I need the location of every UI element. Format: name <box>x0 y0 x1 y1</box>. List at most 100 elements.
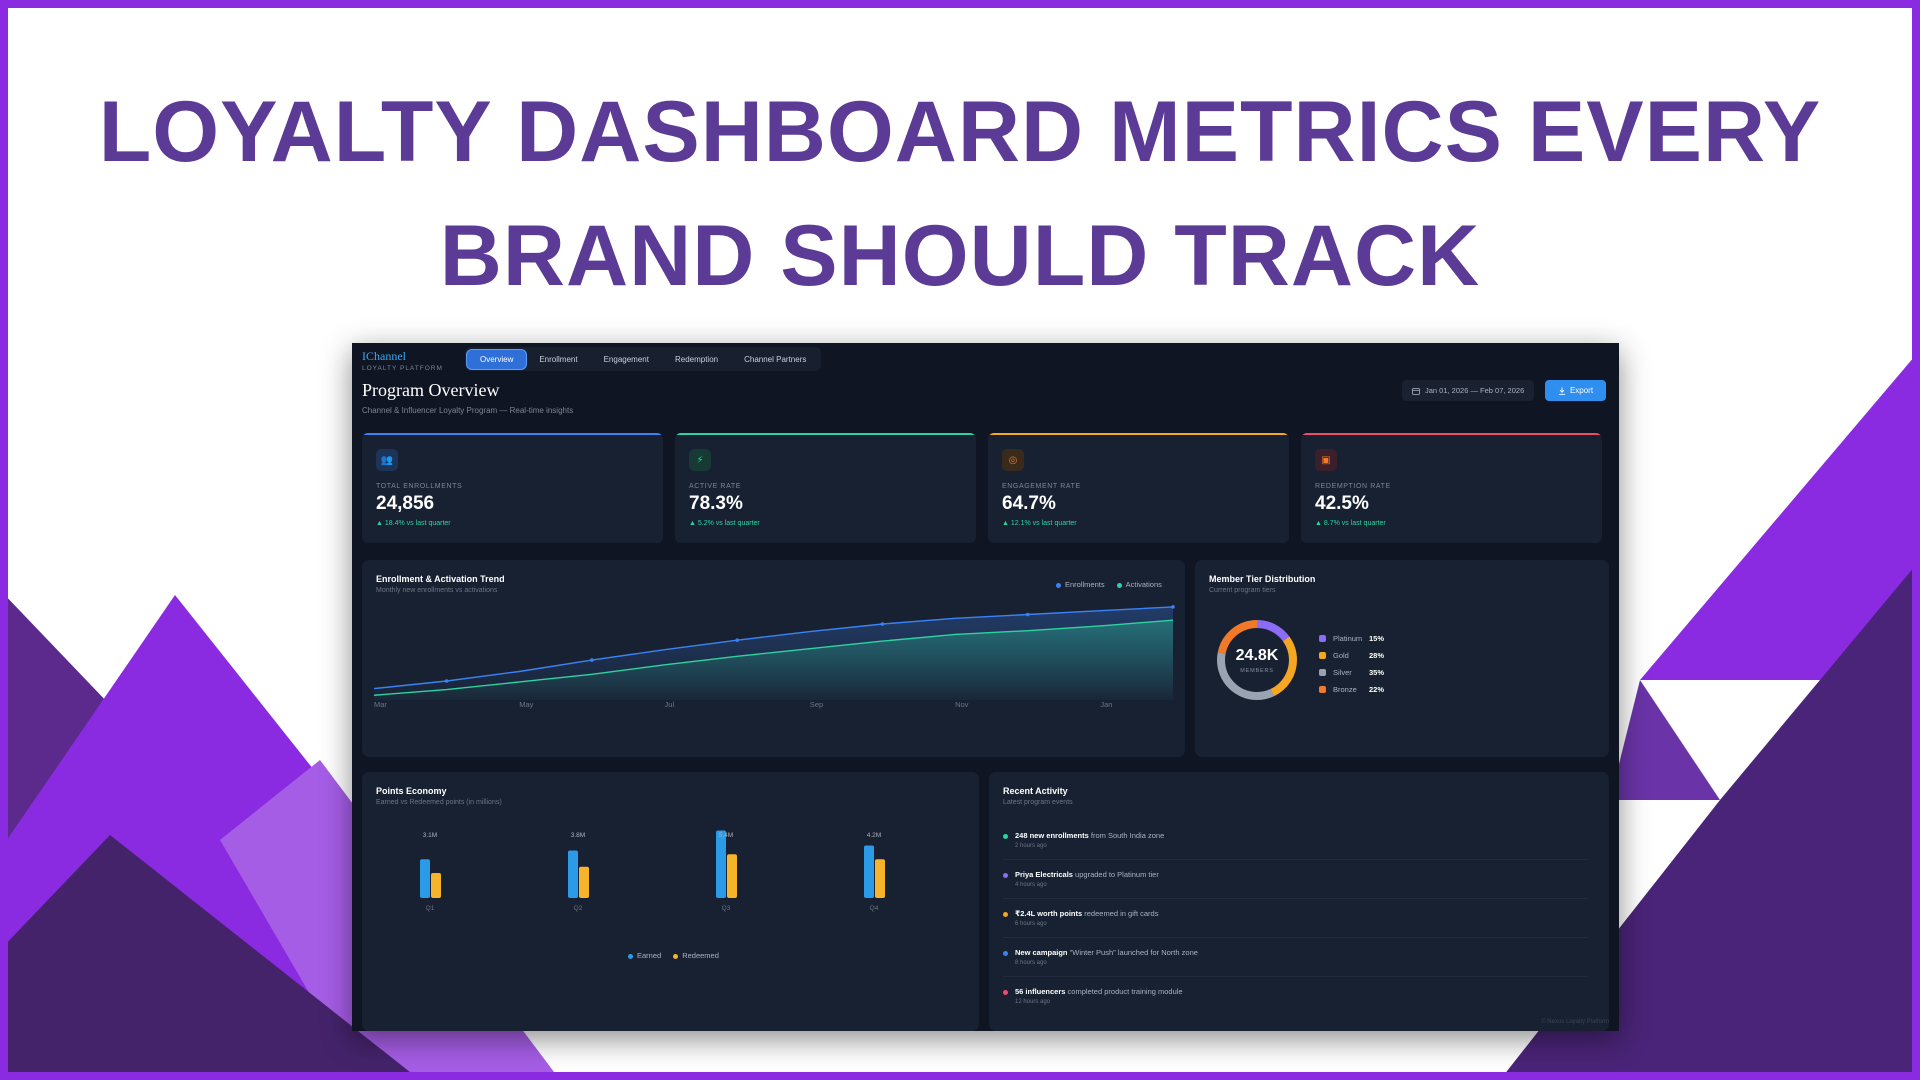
point-enrollments <box>735 638 739 642</box>
tab-engagement[interactable]: Engagement <box>603 354 649 364</box>
donut-center-value: 24.8K <box>1235 647 1279 664</box>
nav-tabs: Overview Enrollment Engagement Redemptio… <box>465 347 822 371</box>
tier-donut-chart <box>1217 620 1297 700</box>
page-title: Program Overview <box>362 380 500 400</box>
poster-headline: LOYALTY DASHBOARD METRICS EVERY BRAND SH… <box>0 70 1920 318</box>
activity-time: 12 hours ago <box>1015 999 1051 1005</box>
tier-name: Silver <box>1333 668 1352 677</box>
tier-percent: 35% <box>1369 668 1385 677</box>
kpi-label: REDEMPTION RATE <box>1315 483 1391 490</box>
kpi-change: ▲ 8.7% vs last quarter <box>1315 520 1386 527</box>
frame-top <box>0 0 1920 8</box>
area-activations <box>374 620 1173 700</box>
brand-name: IChannel <box>362 349 406 363</box>
points-subtitle: Earned vs Redeemed points (in millions) <box>376 799 502 806</box>
tier-legend: Platinum 15% Gold 28% Silver 35% Bronze 22% <box>1319 630 1384 698</box>
point-enrollments <box>1025 612 1030 617</box>
activity-time: 4 hours ago <box>1015 882 1047 888</box>
tab-channel-partners[interactable]: Channel Partners <box>744 354 807 364</box>
brand-subtitle: LOYALTY PLATFORM <box>362 365 443 372</box>
point-enrollments <box>880 622 885 626</box>
legend-redeemed[interactable]: Redeemed <box>673 951 719 960</box>
activity-text: ₹2.4L worth points redeemed in gift card… <box>1015 909 1159 918</box>
tier-name: Gold <box>1333 651 1349 660</box>
target-icon: ◎ <box>1002 449 1024 471</box>
point-enrollments <box>444 679 449 683</box>
tier-percent: 28% <box>1369 651 1385 660</box>
line-enrollments <box>373 606 1174 690</box>
x-tick-label: Sep <box>810 700 823 709</box>
activity-text: 56 influencers completed product trainin… <box>1015 987 1183 996</box>
bar-value-label: 3.1M <box>423 832 437 839</box>
x-tick-label: Jan <box>1100 700 1112 709</box>
activity-time: 2 hours ago <box>1015 843 1047 849</box>
export-button[interactable]: Export <box>1545 380 1606 401</box>
activity-time: 6 hours ago <box>1015 921 1047 927</box>
x-tick-label: Jul <box>665 700 675 709</box>
trend-panel: Enrollment & Activation Trend Monthly ne… <box>362 560 1185 757</box>
line-activations <box>373 619 1174 696</box>
tier-percent: 22% <box>1369 685 1385 694</box>
activity-subtitle: Latest program events <box>1003 799 1073 806</box>
activity-separator <box>1003 898 1588 899</box>
kpi-total-enrollments[interactable]: 👥 TOTAL ENROLLMENTS 24,856 ▲ 18.4% vs la… <box>362 433 663 543</box>
frame-left <box>0 0 8 1080</box>
kpi-change: ▲ 5.2% vs last quarter <box>689 520 760 527</box>
bar-category-label: Q1 <box>426 905 435 912</box>
headline-line-1: LOYALTY DASHBOARD METRICS EVERY <box>98 84 1822 180</box>
date-range-picker[interactable]: Jan 01, 2026 — Feb 07, 2026 <box>1402 380 1535 401</box>
kpi-redemption-rate[interactable]: ▣ REDEMPTION RATE 42.5% ▲ 8.7% vs last q… <box>1301 433 1602 543</box>
kpi-change: ▲ 12.1% vs last quarter <box>1002 520 1077 527</box>
tier-title: Member Tier Distribution <box>1209 574 1316 584</box>
frame-right <box>1912 0 1920 1080</box>
tier-name: Platinum <box>1333 634 1363 643</box>
tab-enrollment[interactable]: Enrollment <box>539 354 578 364</box>
kpi-value: 64.7% <box>1002 493 1056 514</box>
bar-redeemed <box>431 873 441 898</box>
activity-dot <box>1003 990 1008 995</box>
activity-dot <box>1003 912 1008 917</box>
activity-title: Recent Activity <box>1003 786 1068 796</box>
bar-earned <box>568 850 578 898</box>
headline-line-2: BRAND SHOULD TRACK <box>439 208 1481 304</box>
tab-redemption[interactable]: Redemption <box>674 354 719 364</box>
tier-gold: Gold 28% <box>1319 647 1384 664</box>
kpi-engagement-rate[interactable]: ◎ ENGAGEMENT RATE 64.7% ▲ 12.1% vs last … <box>988 433 1289 543</box>
points-title: Points Economy <box>376 786 447 796</box>
activity-text: New campaign "Winter Push" launched for … <box>1015 948 1198 957</box>
slice-gold <box>1217 620 1297 700</box>
kpi-value: 42.5% <box>1315 493 1369 514</box>
kpi-active-rate[interactable]: ⚡ ACTIVE RATE 78.3% ▲ 5.2% vs last quart… <box>675 433 976 543</box>
activity-panel: Recent Activity Latest program events 24… <box>989 772 1609 1031</box>
frame-bottom <box>0 1072 1920 1080</box>
kpi-value: 78.3% <box>689 493 743 514</box>
kpi-label: ACTIVE RATE <box>689 483 741 490</box>
bar-value-label: 3.8M <box>571 832 585 839</box>
download-icon <box>1558 387 1565 395</box>
brand-logo[interactable]: IChannel LOYALTY PLATFORM <box>362 349 443 372</box>
kpi-accent-bar <box>1301 433 1602 435</box>
activity-dot <box>1003 873 1008 878</box>
tier-swatch <box>1319 686 1326 693</box>
tier-platinum: Platinum 15% <box>1319 630 1384 647</box>
points-panel: Points Economy Earned vs Redeemed points… <box>362 772 979 1031</box>
activity-time: 8 hours ago <box>1015 960 1047 966</box>
legend-activations[interactable]: Activations <box>1116 580 1162 589</box>
points-legend: Earned Redeemed <box>628 951 719 960</box>
tier-silver: Silver 35% <box>1319 664 1384 681</box>
export-label: Export <box>1569 386 1594 395</box>
kpi-accent-bar <box>362 433 663 435</box>
legend-earned[interactable]: Earned <box>628 951 661 960</box>
users-icon: 👥 <box>376 449 398 471</box>
slice-bronze <box>1217 620 1297 700</box>
legend-enrollments[interactable]: Enrollments <box>1056 580 1105 589</box>
tier-swatch <box>1319 652 1326 659</box>
kpi-change: ▲ 18.4% vs last quarter <box>376 520 451 527</box>
x-tick-label: Mar <box>374 700 387 709</box>
tier-bronze: Bronze 22% <box>1319 681 1384 698</box>
tier-name: Bronze <box>1333 685 1357 694</box>
bar-earned <box>420 859 430 898</box>
bar-value-label: 5.4M <box>719 832 733 839</box>
tab-overview[interactable]: Overview <box>467 349 527 369</box>
x-tick-label: May <box>519 700 533 709</box>
